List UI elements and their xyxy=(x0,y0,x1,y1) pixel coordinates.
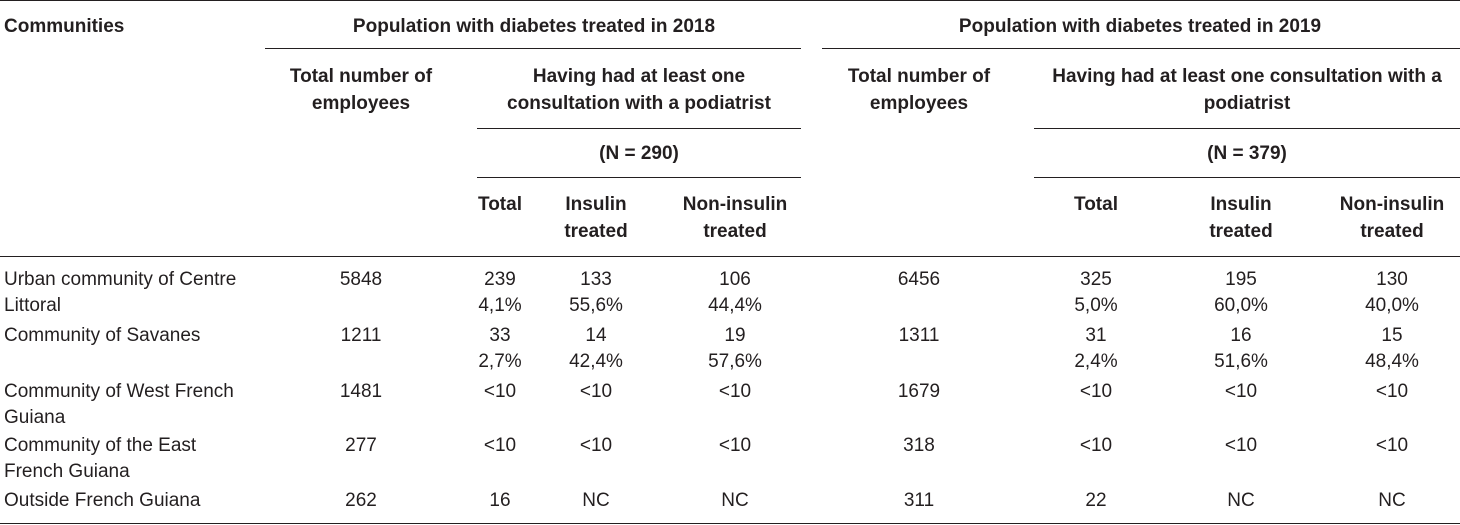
header-total-2019: Total xyxy=(1074,194,1118,215)
cell-tot-2019: <10 xyxy=(1079,381,1113,402)
row-community-name-cont: French Guiana xyxy=(4,461,130,482)
cell-non-2019: 15 xyxy=(1381,325,1403,346)
header-n-2018: (N = 290) xyxy=(599,143,679,164)
rule-header-bottom xyxy=(0,256,1460,257)
header-insulin-2019-l1: Insulin xyxy=(1210,194,1272,215)
cell-tot-2018-pct: 4,1% xyxy=(478,295,522,316)
header-noninsulin-2018-l1: Non-insulin xyxy=(682,194,788,215)
cell-tot-2018-pct: 2,7% xyxy=(478,351,522,372)
cell-ins-2019: NC xyxy=(1227,490,1255,511)
cell-tot-2018: <10 xyxy=(483,381,517,402)
cell-ins-2018: <10 xyxy=(579,381,613,402)
header-consult-2019-l2: podiatrist xyxy=(1203,93,1291,114)
cell-non-2019-pct: 40,0% xyxy=(1365,295,1419,316)
rule-under-2019-group xyxy=(822,48,1460,49)
row-community-name: Urban community of Centre xyxy=(4,269,237,290)
cell-ins-2019: <10 xyxy=(1224,435,1258,456)
header-noninsulin-2019-l1: Non-insulin xyxy=(1339,194,1445,215)
cell-non-2019: <10 xyxy=(1375,381,1409,402)
header-consult-2018-l2: consultation with a podiatrist xyxy=(507,93,771,114)
row-community-name: Community of Savanes xyxy=(4,325,201,346)
cell-ins-2018: 133 xyxy=(580,269,612,290)
cell-non-2018: <10 xyxy=(718,435,752,456)
cell-ins-2018: NC xyxy=(582,490,610,511)
cell-emp-2019: 311 xyxy=(903,490,935,511)
cell-non-2018: 106 xyxy=(719,269,751,290)
rule-under-n-2019 xyxy=(1034,177,1460,178)
header-consult-2019-l1: Having had at least one consultation wit… xyxy=(1052,66,1442,87)
header-total-employees-2019-l1: Total number of xyxy=(847,66,991,87)
cell-tot-2019: 22 xyxy=(1085,490,1107,511)
cell-emp-2019: 6456 xyxy=(897,269,941,290)
rule-under-n-2018 xyxy=(477,177,801,178)
header-insulin-2018-l2: treated xyxy=(564,221,628,242)
cell-emp-2019: 318 xyxy=(903,435,935,456)
cell-non-2018-pct: 57,6% xyxy=(708,351,762,372)
cell-emp-2018: 1211 xyxy=(340,325,382,346)
cell-ins-2018: 14 xyxy=(585,325,607,346)
cell-non-2019: NC xyxy=(1378,490,1406,511)
header-noninsulin-2019-l2: treated xyxy=(1360,221,1424,242)
cell-ins-2019-pct: 60,0% xyxy=(1214,295,1268,316)
cell-emp-2018: 1481 xyxy=(339,381,383,402)
cell-non-2018: NC xyxy=(721,490,749,511)
row-community-name-cont: Guiana xyxy=(4,407,66,428)
cell-ins-2018: <10 xyxy=(579,435,613,456)
header-insulin-2019-l2: treated xyxy=(1209,221,1273,242)
rule-top xyxy=(0,0,1460,1)
row-community-name: Community of the East xyxy=(4,435,197,456)
header-noninsulin-2018-l2: treated xyxy=(703,221,767,242)
header-total-2018: Total xyxy=(478,194,522,215)
cell-ins-2018-pct: 55,6% xyxy=(569,295,623,316)
cell-tot-2018: <10 xyxy=(483,435,517,456)
cell-emp-2019: 1311 xyxy=(898,325,940,346)
cell-emp-2018: 5848 xyxy=(339,269,383,290)
cell-non-2018: 19 xyxy=(724,325,746,346)
cell-tot-2019-pct: 2,4% xyxy=(1074,351,1118,372)
cell-non-2019-pct: 48,4% xyxy=(1365,351,1419,372)
cell-non-2019: <10 xyxy=(1375,435,1409,456)
header-group-2018: Population with diabetes treated in 2018 xyxy=(352,16,716,37)
header-communities: Communities xyxy=(4,16,125,37)
cell-tot-2018: 33 xyxy=(489,325,511,346)
cell-tot-2019: <10 xyxy=(1079,435,1113,456)
rule-bottom xyxy=(0,523,1460,524)
header-total-employees-2018-l2: employees xyxy=(311,93,411,114)
cell-tot-2019: 31 xyxy=(1085,325,1107,346)
cell-ins-2019: 16 xyxy=(1230,325,1252,346)
row-community-name: Outside French Guiana xyxy=(4,490,201,511)
header-total-employees-2019-l2: employees xyxy=(869,93,969,114)
header-total-employees-2018-l1: Total number of xyxy=(289,66,433,87)
cell-ins-2019: <10 xyxy=(1224,381,1258,402)
cell-ins-2019-pct: 51,6% xyxy=(1214,351,1268,372)
cell-tot-2019-pct: 5,0% xyxy=(1074,295,1118,316)
header-group-2019: Population with diabetes treated in 2019 xyxy=(958,16,1322,37)
cell-emp-2019: 1679 xyxy=(897,381,941,402)
row-community-name-cont: Littoral xyxy=(4,295,62,316)
cell-ins-2018-pct: 42,4% xyxy=(569,351,623,372)
cell-ins-2019: 195 xyxy=(1225,269,1257,290)
row-community-name: Community of West French xyxy=(4,381,234,402)
rule-under-2018-group xyxy=(265,48,801,49)
cell-non-2019: 130 xyxy=(1376,269,1408,290)
rule-under-consult-2019 xyxy=(1034,128,1460,129)
header-insulin-2018-l1: Insulin xyxy=(565,194,627,215)
cell-emp-2018: 277 xyxy=(345,435,377,456)
cell-non-2018-pct: 44,4% xyxy=(708,295,762,316)
cell-tot-2019: 325 xyxy=(1080,269,1112,290)
cell-tot-2018: 16 xyxy=(489,490,511,511)
header-consult-2018-l1: Having had at least one xyxy=(532,66,746,87)
cell-tot-2018: 239 xyxy=(484,269,516,290)
header-n-2019: (N = 379) xyxy=(1207,143,1287,164)
cell-non-2018: <10 xyxy=(718,381,752,402)
rule-under-consult-2018 xyxy=(477,128,801,129)
cell-emp-2018: 262 xyxy=(345,490,377,511)
